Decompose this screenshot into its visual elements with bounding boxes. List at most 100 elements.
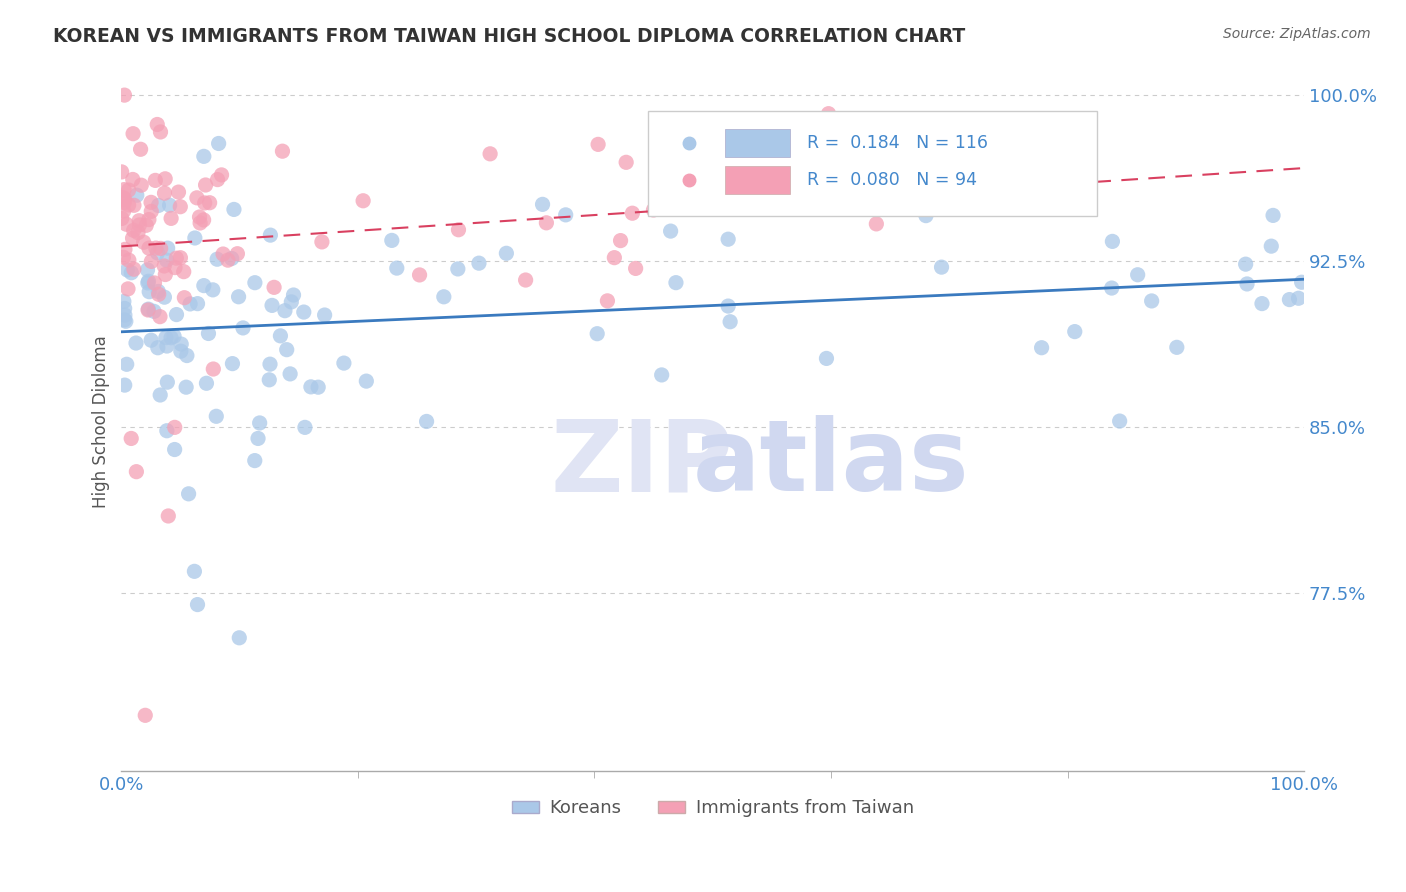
Bar: [724, 128, 790, 157]
Point: [156, 375, 179, 389]
Point: [495, 246, 517, 260]
Point: [128, 218, 150, 232]
Point: [156, 241, 179, 255]
Point: [122, 223, 145, 237]
Point: [1261, 208, 1284, 222]
Point: [515, 273, 537, 287]
Point: [136, 263, 159, 277]
Point: [1278, 293, 1301, 307]
Point: [217, 253, 239, 268]
Point: [120, 432, 142, 446]
Point: [221, 357, 243, 371]
Point: [111, 211, 134, 226]
Point: [138, 302, 160, 317]
Point: [554, 208, 576, 222]
Point: [643, 202, 665, 217]
Point: [166, 308, 188, 322]
Point: [186, 191, 208, 205]
Point: [169, 200, 191, 214]
Point: [114, 313, 136, 327]
Point: [163, 260, 186, 275]
Point: [194, 178, 217, 192]
Text: Source: ZipAtlas.com: Source: ZipAtlas.com: [1223, 27, 1371, 41]
Point: [259, 373, 281, 387]
Point: [621, 206, 644, 220]
Bar: [724, 166, 790, 194]
Point: [211, 168, 233, 182]
Point: [139, 195, 162, 210]
Point: [249, 416, 271, 430]
Point: [531, 197, 554, 211]
Text: atlas: atlas: [693, 415, 969, 512]
Point: [160, 331, 183, 345]
Point: [207, 172, 229, 186]
Point: [138, 241, 160, 255]
Point: [931, 260, 953, 274]
Point: [226, 246, 249, 260]
Point: [194, 195, 217, 210]
Point: [717, 299, 740, 313]
Point: [221, 252, 243, 266]
Point: [433, 290, 456, 304]
Point: [132, 235, 155, 250]
Point: [156, 424, 179, 438]
Point: [159, 198, 181, 212]
Point: [278, 367, 301, 381]
Point: [141, 254, 163, 268]
Point: [381, 234, 404, 248]
Point: [356, 374, 378, 388]
Point: [696, 178, 718, 193]
Point: [586, 137, 609, 152]
Point: [193, 213, 215, 227]
Point: [149, 125, 172, 139]
Point: [179, 297, 201, 311]
Point: [149, 242, 172, 256]
Point: [815, 351, 838, 366]
Point: [865, 217, 887, 231]
Point: [882, 197, 904, 211]
Point: [170, 337, 193, 351]
Point: [117, 183, 139, 197]
Point: [183, 565, 205, 579]
Point: [276, 343, 298, 357]
Y-axis label: High School Diploma: High School Diploma: [93, 335, 110, 508]
Point: [153, 186, 176, 201]
Point: [143, 304, 166, 318]
Point: [114, 88, 136, 103]
Point: [157, 508, 180, 523]
Point: [408, 268, 430, 282]
Point: [536, 216, 558, 230]
Point: [1101, 281, 1123, 295]
Text: R =  0.184   N = 116: R = 0.184 N = 116: [807, 134, 988, 152]
Point: [176, 349, 198, 363]
Point: [114, 243, 136, 257]
Point: [283, 288, 305, 302]
Point: [170, 344, 193, 359]
Point: [208, 136, 231, 151]
Point: [232, 321, 254, 335]
Point: [596, 293, 619, 308]
Point: [136, 276, 159, 290]
Point: [112, 250, 135, 264]
Point: [212, 247, 235, 261]
Point: [125, 465, 148, 479]
Point: [333, 356, 356, 370]
Point: [307, 380, 329, 394]
Point: [1166, 340, 1188, 354]
Point: [1108, 414, 1130, 428]
Point: [177, 487, 200, 501]
Point: [186, 598, 208, 612]
Point: [624, 261, 647, 276]
Point: [138, 285, 160, 299]
Point: [447, 223, 470, 237]
Point: [112, 294, 135, 309]
Point: [717, 232, 740, 246]
Point: [156, 339, 179, 353]
Point: [146, 246, 169, 260]
Point: [128, 213, 150, 227]
Point: [314, 308, 336, 322]
Point: [153, 171, 176, 186]
Text: KOREAN VS IMMIGRANTS FROM TAIWAN HIGH SCHOOL DIPLOMA CORRELATION CHART: KOREAN VS IMMIGRANTS FROM TAIWAN HIGH SC…: [53, 27, 966, 45]
Point: [163, 329, 186, 343]
Point: [139, 333, 162, 347]
